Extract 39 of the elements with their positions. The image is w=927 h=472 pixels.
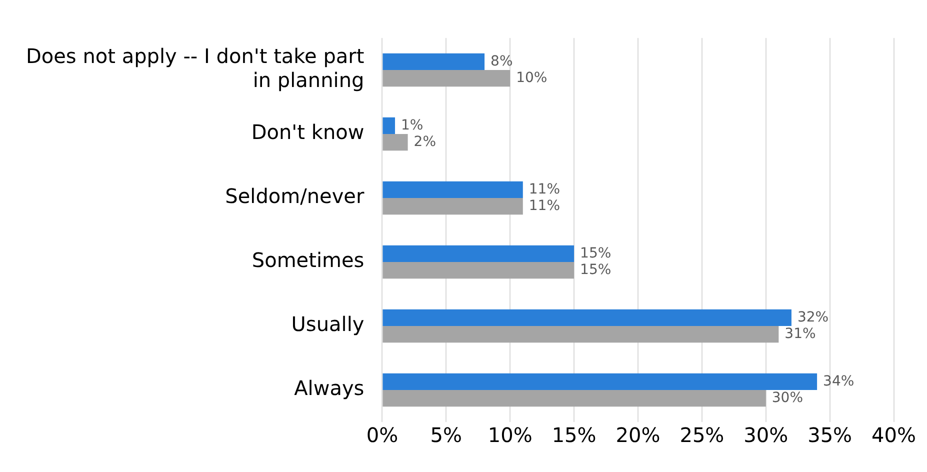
data-label: 11% [528,181,560,198]
bar [382,53,485,70]
bar [382,262,574,279]
data-label: 2% [414,134,436,150]
y-tick-label: Usually [291,312,364,336]
x-tick-label: 20% [616,423,660,448]
bar [382,134,408,151]
x-tick-label: 5% [430,423,462,448]
bar [382,198,523,215]
y-tick-label: Don't know [251,120,364,144]
y-tick-label: Seldom/never [225,184,365,208]
bar [382,326,779,343]
bar [382,117,396,134]
bar [382,245,574,262]
x-tick-label: 30% [744,423,788,448]
bar [382,181,523,198]
x-tick-label: 35% [808,423,852,448]
y-tick-label: Does not apply -- I don't take part in planning [26,44,364,92]
y-tick-label: Always [294,376,364,400]
x-tick-label: 15% [552,423,596,448]
data-label: 30% [772,390,804,406]
data-label: 15% [580,245,612,262]
y-tick-label: Sometimes [252,248,364,272]
x-tick-label: 0% [366,423,398,448]
x-tick-label: 25% [680,423,724,448]
data-label: 11% [528,198,560,214]
x-tick-label: 10% [488,423,532,448]
data-label: 34% [823,373,854,390]
data-label: 10% [516,70,548,86]
x-tick-label: 40% [872,423,916,448]
bar [382,390,766,407]
data-label: 31% [784,326,816,342]
bar [382,373,818,390]
data-label: 15% [580,262,612,278]
bar [382,70,510,87]
bar [382,309,792,326]
data-label: 8% [490,53,513,70]
data-label: 32% [797,309,829,326]
data-label: 1% [401,117,424,134]
